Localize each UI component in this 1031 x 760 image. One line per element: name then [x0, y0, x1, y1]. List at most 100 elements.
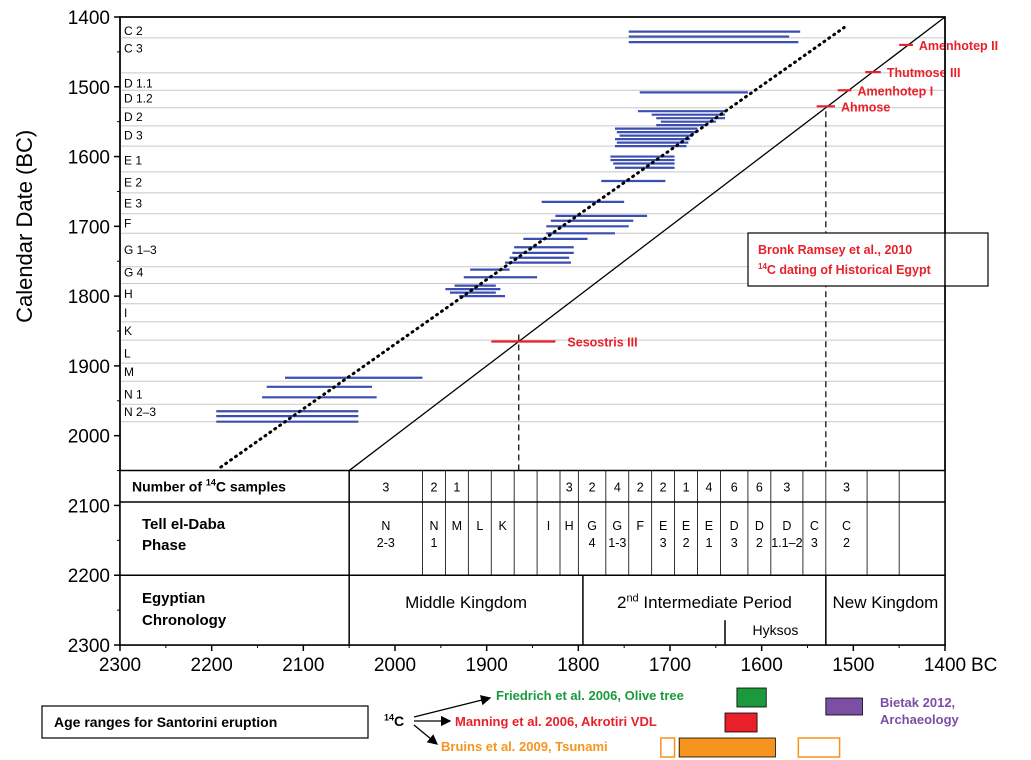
- kingdom-label: New Kingdom: [833, 593, 939, 612]
- x-tick-label: 1700: [649, 655, 691, 676]
- c14-label: 14C: [384, 712, 404, 729]
- phase-cell-name: C: [842, 519, 851, 533]
- dotted-fit-line: [219, 25, 846, 469]
- sample-count: 4: [705, 480, 712, 494]
- bruins-range-open-left: [660, 737, 676, 758]
- phase-cell-name: F: [636, 519, 644, 533]
- sample-count: 4: [614, 480, 621, 494]
- sample-count: 6: [756, 480, 763, 494]
- ramsey-note-line2: 14C dating of Historical Egypt: [758, 262, 932, 277]
- y-tick-label: 1500: [68, 78, 110, 99]
- king-label: Sesostris III: [567, 335, 637, 349]
- phase-cell-name: E: [705, 519, 713, 533]
- phase-cell-sub: 3: [660, 536, 667, 550]
- manning-range: [724, 712, 758, 733]
- x-tick-label: 1400: [924, 655, 966, 676]
- x-tick-label: 2100: [282, 655, 324, 676]
- phase-cell-name: G: [587, 519, 597, 533]
- x-tick-label: 1500: [832, 655, 874, 676]
- hyksos-label: Hyksos: [752, 622, 798, 638]
- king-label: Amenhotep II: [919, 39, 998, 53]
- bruins-range: [678, 737, 776, 758]
- phase-cell-sub: 2-3: [377, 536, 395, 550]
- arrow-friedrich: [413, 695, 492, 718]
- phase-label: G 1–3: [124, 243, 157, 257]
- phase-label: E 3: [124, 196, 142, 210]
- y-axis-label: Calendar Date (BC): [12, 130, 37, 323]
- x-tick-label: 1900: [466, 655, 508, 676]
- sample-count: 3: [382, 480, 389, 494]
- friedrich-range: [736, 687, 767, 708]
- phase-cell-name: E: [659, 519, 667, 533]
- x-axis-label: BC: [971, 655, 997, 676]
- phase-label: L: [124, 346, 131, 360]
- phase-cell-name: G: [612, 519, 622, 533]
- arrow-bruins: [413, 724, 439, 745]
- phase-label: K: [124, 324, 132, 338]
- sample-count: 1: [453, 480, 460, 494]
- x-tick-label: 2300: [99, 655, 141, 676]
- phase-cell-sub: 1.1–2: [771, 536, 802, 550]
- sample-count: 6: [731, 480, 738, 494]
- phase-cell-sub: 3: [811, 536, 818, 550]
- friedrich-label: Friedrich et al. 2006, Olive tree: [496, 688, 684, 703]
- phase-cell-name: D: [782, 519, 791, 533]
- x-tick-label: 2200: [191, 655, 233, 676]
- bietak-label-line2: Archaeology: [880, 712, 960, 727]
- phase-label: H: [124, 287, 133, 301]
- phase-cell-sub: 2: [843, 536, 850, 550]
- phase-cell-name: L: [476, 519, 483, 533]
- phase-cell-name: D: [730, 519, 739, 533]
- bruins-range-open-right: [797, 737, 841, 758]
- sample-count: 2: [430, 480, 437, 494]
- phase-cell-sub: 4: [589, 536, 596, 550]
- tell-label-line1: Tell el-Daba: [142, 516, 226, 533]
- plot-frame-overlay: [119, 16, 946, 646]
- king-label: Thutmose III: [887, 66, 961, 80]
- phase-cell-name: M: [452, 519, 462, 533]
- ramsey-note-line1: Bronk Ramsey et al., 2010: [758, 243, 912, 257]
- tell-label-line2: Phase: [142, 537, 186, 554]
- phase-label: D 1.2: [124, 92, 153, 106]
- phase-label: C 2: [124, 24, 143, 38]
- phase-label: E 1: [124, 154, 142, 168]
- x-tick-label: 1600: [741, 655, 783, 676]
- one-to-one-line: [348, 16, 946, 472]
- manning-label: Manning et al. 2006, Akrotiri VDL: [455, 714, 657, 729]
- sample-count: 3: [843, 480, 850, 494]
- phase-cell-sub: 2: [683, 536, 690, 550]
- x-tick-label: 2000: [374, 655, 416, 676]
- phase-cell-name: N: [381, 519, 390, 533]
- phase-label: G 4: [124, 265, 144, 279]
- sample-count: 2: [637, 480, 644, 494]
- kingdom-label: Middle Kingdom: [405, 593, 527, 612]
- phase-label: E 2: [124, 175, 142, 189]
- phase-cell-name: K: [499, 519, 508, 533]
- phase-label: C 3: [124, 41, 143, 55]
- phase-label: F: [124, 217, 131, 231]
- phase-cell-sub: 1-3: [608, 536, 626, 550]
- phase-cell-name: N: [429, 519, 438, 533]
- y-tick-label: 1600: [68, 148, 110, 169]
- ramsey-note-box: [747, 232, 989, 287]
- kingdom-label: 2nd Intermediate Period: [617, 592, 792, 612]
- king-label: Ahmose: [841, 100, 890, 114]
- phase-label: D 3: [124, 129, 143, 143]
- phase-label: N 1: [124, 387, 143, 401]
- y-tick-label: 2100: [68, 496, 110, 517]
- y-tick-label: 1400: [68, 8, 110, 29]
- santorini-box: [41, 705, 369, 739]
- phase-label: I: [124, 306, 127, 320]
- egypt-label-line2: Chronology: [142, 612, 227, 629]
- phase-cell-sub: 3: [731, 536, 738, 550]
- phase-cell-name: I: [547, 519, 550, 533]
- santorini-box-label: Age ranges for Santorini eruption: [54, 714, 277, 730]
- x-tick-label: 1800: [557, 655, 599, 676]
- y-tick-label: 2200: [68, 566, 110, 587]
- y-tick-label: 2000: [68, 427, 110, 448]
- egypt-label-line1: Egyptian: [142, 590, 205, 607]
- phase-cell-name: C: [810, 519, 819, 533]
- y-tick-label: 2300: [68, 636, 110, 657]
- bietak-label-line1: Bietak 2012,: [880, 695, 955, 710]
